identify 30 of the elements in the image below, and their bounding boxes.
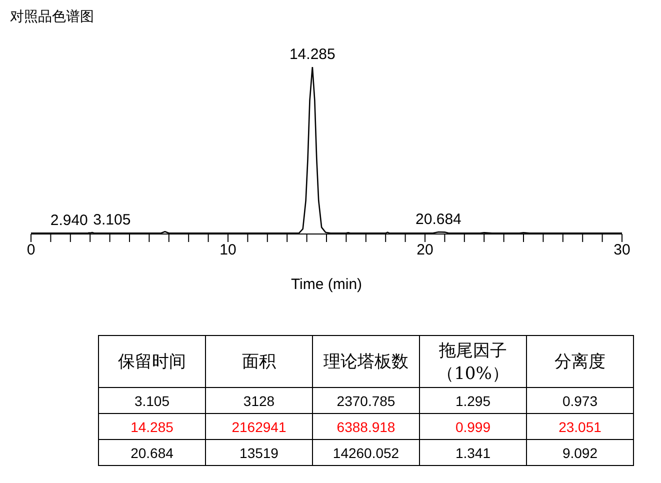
text: 3128	[243, 392, 275, 408]
text: 2162941	[232, 418, 286, 434]
text: 20.684	[130, 444, 174, 460]
category-label: 分离度	[526, 336, 634, 388]
text: 0.973	[562, 392, 598, 408]
category-label: 理论塔板数	[312, 336, 420, 388]
text: 23.051	[558, 418, 602, 434]
text: 3.105	[134, 392, 170, 408]
annotation: 14.285	[289, 46, 336, 63]
text: 0.999	[455, 418, 491, 434]
text: 9.092	[562, 444, 598, 460]
text: 14260.052	[332, 444, 400, 460]
x-tick-label: 0	[26, 242, 36, 259]
text: 6388.918	[336, 418, 396, 434]
category-label: 面积	[206, 336, 312, 388]
annotation: 3.105	[93, 211, 131, 228]
category-label: 保留时间	[98, 336, 206, 388]
category-label: 拖尾因子（10%）	[420, 336, 526, 388]
text: 2370.785	[336, 392, 396, 408]
x-axis-title: Time (min)	[290, 276, 362, 293]
text: 14.285	[130, 418, 174, 434]
x-tick-label: 30	[614, 242, 630, 259]
x-tick-label: 20	[416, 242, 434, 259]
text: 1.295	[455, 392, 491, 408]
text: 13519	[240, 444, 278, 460]
annotation: 2.940	[50, 212, 88, 229]
text: 1.341	[455, 444, 491, 460]
x-tick-label: 10	[220, 242, 236, 259]
annotation: 20.684	[416, 210, 462, 228]
chart-title: 对照品色谱图	[10, 8, 94, 26]
